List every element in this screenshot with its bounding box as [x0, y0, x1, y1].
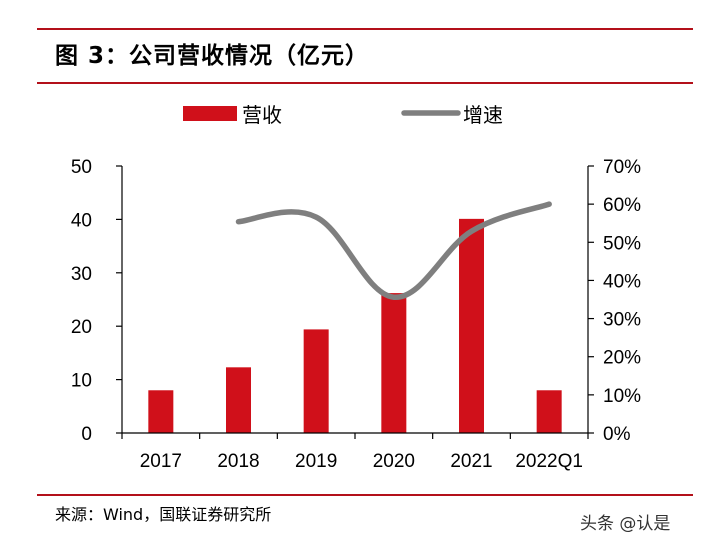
x-tick-label: 2019 [295, 451, 337, 472]
x-tick-label: 2018 [217, 451, 259, 472]
right-tick-label: 60% [603, 195, 641, 216]
bar-2020 [381, 293, 407, 433]
watermark: 头条 @认是 [580, 514, 671, 534]
right-tick-label: 30% [603, 310, 641, 331]
bar-2019 [303, 329, 329, 433]
legend-bar-label: 营收 [242, 103, 282, 127]
x-tick-label: 2022Q1 [515, 451, 583, 472]
left-tick-label: 30 [71, 264, 92, 285]
title-rule [37, 82, 693, 84]
left-tick-label: 40 [71, 210, 92, 231]
legend-line-label: 增速 [463, 103, 503, 127]
left-tick-label: 10 [71, 371, 92, 392]
right-tick-label: 40% [603, 271, 641, 292]
legend-bar-swatch [183, 106, 237, 121]
growth-line [235, 201, 552, 300]
x-tick-label: 2017 [140, 451, 182, 472]
right-tick-label: 20% [603, 348, 641, 369]
x-tick-label: 2021 [450, 451, 492, 472]
bar-2017 [148, 390, 174, 433]
bar-2021 [459, 218, 484, 433]
left-tick-label: 0 [81, 424, 92, 445]
x-tick-label: 2020 [373, 451, 415, 472]
right-tick-label: 70% [603, 157, 641, 178]
top-rule [37, 28, 693, 30]
right-tick-label: 50% [603, 233, 641, 254]
chart-title: 图 3：公司营收情况（亿元） [55, 43, 370, 69]
bar-2018 [226, 367, 251, 433]
left-tick-label: 20 [71, 317, 92, 338]
left-tick-label: 50 [71, 157, 92, 178]
right-tick-label: 10% [603, 386, 641, 407]
right-tick-label: 0% [603, 424, 631, 445]
bar-2022Q1 [536, 390, 562, 433]
bottom-rule [37, 494, 693, 496]
source-note: 来源：Wind，国联证券研究所 [55, 505, 272, 524]
